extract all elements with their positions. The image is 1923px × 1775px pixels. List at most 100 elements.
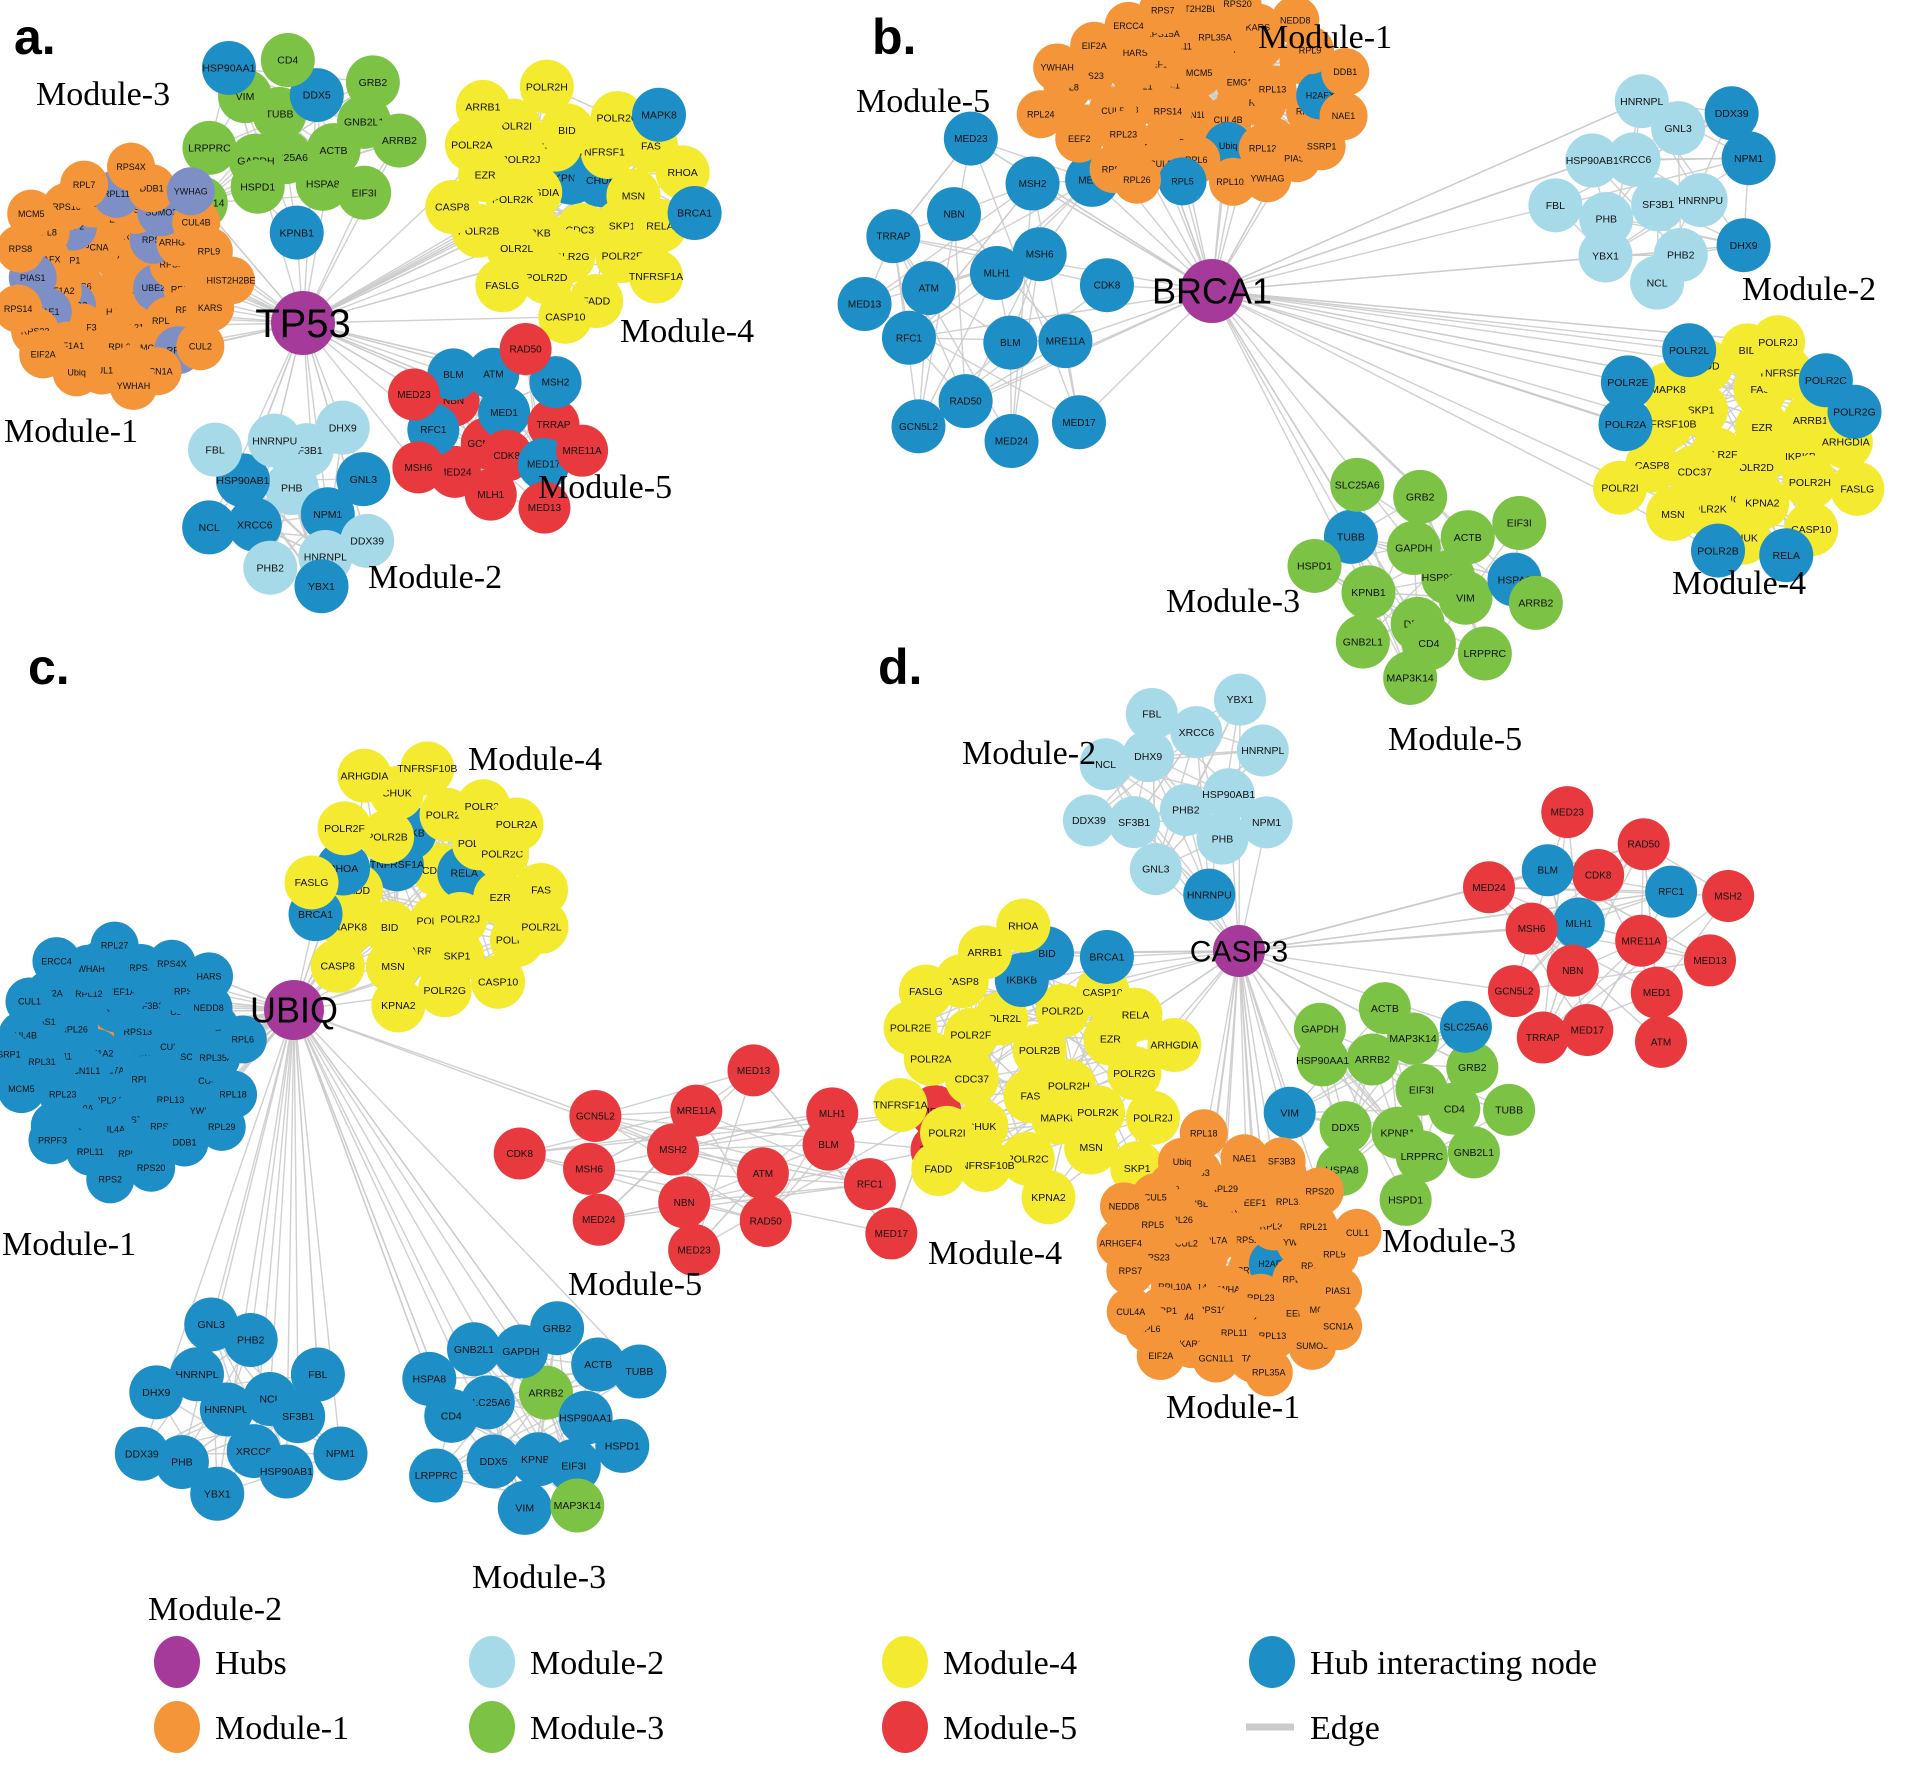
node-NEDD8[interactable] <box>1271 0 1320 45</box>
node-RPS4X[interactable] <box>147 939 196 988</box>
node-FBL[interactable] <box>1528 178 1583 233</box>
node-CDK8[interactable] <box>1079 258 1134 313</box>
node-HSPD1[interactable] <box>595 1418 650 1473</box>
node-CDK8[interactable] <box>493 1127 546 1180</box>
node-BLM[interactable] <box>983 315 1038 370</box>
node-CASP8[interactable] <box>425 180 480 235</box>
node-POLR2B[interactable] <box>360 809 415 864</box>
node-DDX39[interactable] <box>340 513 395 568</box>
node-RPS7[interactable] <box>1138 0 1187 35</box>
node-HSPD1[interactable] <box>1379 1173 1432 1226</box>
node-MAP3K14[interactable] <box>550 1478 605 1533</box>
node-ARRB1[interactable] <box>455 79 510 134</box>
node-ARRB2[interactable] <box>372 113 427 168</box>
node-SF3B3[interactable] <box>1257 1137 1306 1186</box>
node-GCN5L2[interactable] <box>1487 965 1540 1018</box>
node-ERCC4[interactable] <box>32 937 81 986</box>
node-YBX1[interactable] <box>1578 228 1633 283</box>
node-PRPF3[interactable] <box>28 1116 77 1165</box>
node-MSH6[interactable] <box>1012 227 1067 282</box>
node-POLR2J[interactable] <box>1125 1090 1180 1145</box>
node-LRPPRC[interactable] <box>1457 626 1512 681</box>
node-RFC1[interactable] <box>1645 865 1698 918</box>
node-KPNA2[interactable] <box>371 978 426 1033</box>
node-RPL13[interactable] <box>1248 65 1297 114</box>
node-MRE11A[interactable] <box>1038 314 1093 369</box>
node-TNFRSF10B[interactable] <box>400 741 455 796</box>
node-MLH1[interactable] <box>464 468 517 521</box>
node-ARRB2[interactable] <box>1346 1033 1399 1086</box>
node-POLR2J[interactable] <box>1751 315 1806 370</box>
node-HSP90AB1[interactable] <box>259 1444 314 1499</box>
node-HSPD1[interactable] <box>230 159 285 214</box>
node-MLH1[interactable] <box>806 1087 859 1140</box>
node-FASLG[interactable] <box>1830 461 1885 516</box>
node-PHB2[interactable] <box>243 540 298 595</box>
node-CDK8[interactable] <box>1572 849 1625 902</box>
node-MRE11A[interactable] <box>556 424 609 477</box>
node-DDX39[interactable] <box>1062 794 1115 847</box>
node-HNRNPU[interactable] <box>1673 173 1728 228</box>
node-ATM[interactable] <box>1635 1015 1688 1068</box>
node-TUBB[interactable] <box>612 1344 667 1399</box>
node-CUL1[interactable] <box>5 977 54 1026</box>
node-NBN[interactable] <box>658 1176 711 1229</box>
node-XRCC6[interactable] <box>1606 132 1661 187</box>
node-BRCA1[interactable] <box>1079 929 1134 984</box>
node-RAD50[interactable] <box>499 323 552 376</box>
node-POLR2L[interactable] <box>514 899 569 954</box>
node-MSH6[interactable] <box>392 441 445 494</box>
node-EIF3I[interactable] <box>546 1438 601 1493</box>
hub-node-TP53[interactable] <box>271 291 335 355</box>
node-RPS4X[interactable] <box>107 142 156 191</box>
node-VIM[interactable] <box>497 1480 552 1535</box>
node-ATM[interactable] <box>736 1147 789 1200</box>
node-HSPA8[interactable] <box>295 156 350 211</box>
node-ACTB[interactable] <box>571 1337 626 1392</box>
node-NPM1[interactable] <box>313 1426 368 1481</box>
node-RAD50[interactable] <box>938 374 993 429</box>
node-CASP10[interactable] <box>471 954 526 1009</box>
node-GNL3[interactable] <box>336 452 391 507</box>
node-ACTB[interactable] <box>1440 510 1495 565</box>
node-HSP90AA1[interactable] <box>201 40 256 95</box>
node-EZR[interactable] <box>473 870 528 925</box>
node-MED13[interactable] <box>727 1044 780 1097</box>
node-CASP8[interactable] <box>310 938 365 993</box>
node-HNRNPU[interactable] <box>1183 868 1236 921</box>
node-MSN[interactable] <box>1064 1120 1119 1175</box>
node-GCN5L2[interactable] <box>569 1089 622 1142</box>
node-POLR2G[interactable] <box>1107 1046 1162 1101</box>
node-MED1[interactable] <box>1630 966 1683 1019</box>
node-RPS20[interactable] <box>1213 0 1262 28</box>
node-POLR2C[interactable] <box>590 91 645 146</box>
node-MED13[interactable] <box>518 481 571 534</box>
node-HNRNPL[interactable] <box>1236 724 1289 777</box>
node-DHX9[interactable] <box>1122 730 1175 783</box>
node-SF3B1[interactable] <box>271 1389 326 1444</box>
node-RAD50[interactable] <box>739 1194 792 1247</box>
node-BID[interactable] <box>539 103 594 158</box>
node-POLR2H[interactable] <box>519 59 574 114</box>
node-GNB2L1[interactable] <box>1335 614 1390 669</box>
node-EIF2A[interactable] <box>19 330 68 379</box>
node-RAD50[interactable] <box>1617 818 1670 871</box>
node-MED23[interactable] <box>668 1223 721 1276</box>
node-SF3B1[interactable] <box>1631 177 1686 232</box>
node-ARHGDIA[interactable] <box>1147 1018 1202 1073</box>
node-HSPD1[interactable] <box>1287 538 1342 593</box>
node-POLR2A[interactable] <box>489 797 544 852</box>
node-ARHGDIA[interactable] <box>337 748 392 803</box>
node-RHOA[interactable] <box>655 145 710 200</box>
node-YBX1[interactable] <box>190 1466 245 1521</box>
node-POLR2L[interactable] <box>1662 323 1717 378</box>
node-POLR2B[interactable] <box>1691 523 1746 578</box>
node-YBX1[interactable] <box>294 559 349 614</box>
node-ATM[interactable] <box>901 261 956 316</box>
node-TRRAP[interactable] <box>1516 1011 1569 1064</box>
node-RPS20[interactable] <box>127 1143 176 1192</box>
node-GRB2[interactable] <box>1446 1041 1499 1094</box>
node-MAPK8[interactable] <box>631 87 686 142</box>
node-LRPPRC[interactable] <box>182 120 237 175</box>
node-TRRAP[interactable] <box>866 209 921 264</box>
